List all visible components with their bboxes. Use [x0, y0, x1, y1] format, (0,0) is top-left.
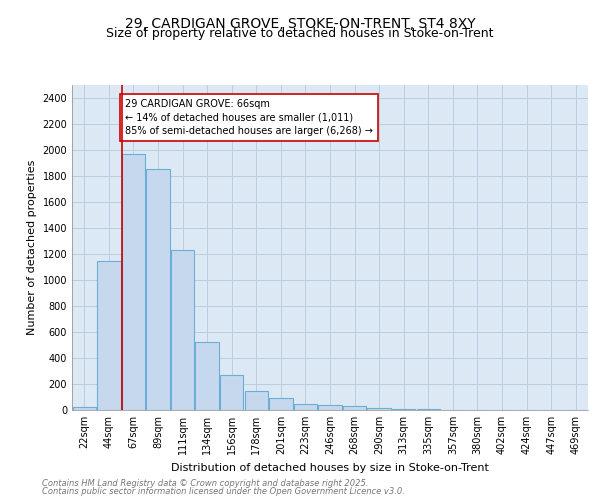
Y-axis label: Number of detached properties: Number of detached properties — [27, 160, 37, 335]
Text: Contains public sector information licensed under the Open Government Licence v3: Contains public sector information licen… — [42, 487, 405, 496]
Text: 29, CARDIGAN GROVE, STOKE-ON-TRENT, ST4 8XY: 29, CARDIGAN GROVE, STOKE-ON-TRENT, ST4 … — [125, 18, 475, 32]
Bar — [245, 390, 268, 410]
Bar — [343, 406, 366, 410]
Bar — [73, 407, 96, 410]
X-axis label: Distribution of detached houses by size in Stoke-on-Trent: Distribution of detached houses by size … — [171, 462, 489, 472]
Bar — [220, 375, 244, 410]
Bar — [146, 170, 170, 410]
Bar — [294, 404, 317, 410]
Text: Size of property relative to detached houses in Stoke-on-Trent: Size of property relative to detached ho… — [106, 28, 494, 40]
Text: 29 CARDIGAN GROVE: 66sqm
← 14% of detached houses are smaller (1,011)
85% of sem: 29 CARDIGAN GROVE: 66sqm ← 14% of detach… — [125, 100, 373, 136]
Bar — [196, 342, 219, 410]
Bar — [319, 406, 341, 410]
Bar — [392, 409, 415, 410]
Bar — [171, 250, 194, 410]
Bar — [367, 408, 391, 410]
Bar — [122, 154, 145, 410]
Bar — [269, 398, 293, 410]
Text: Contains HM Land Registry data © Crown copyright and database right 2025.: Contains HM Land Registry data © Crown c… — [42, 478, 368, 488]
Bar — [97, 260, 121, 410]
